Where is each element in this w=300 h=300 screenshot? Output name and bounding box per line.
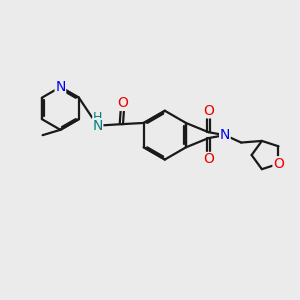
Text: N: N (55, 80, 66, 94)
Text: O: O (273, 157, 284, 171)
Text: O: O (203, 104, 214, 118)
Text: N: N (92, 119, 103, 133)
Text: H: H (93, 111, 102, 124)
Text: O: O (203, 152, 214, 167)
Text: O: O (117, 96, 128, 110)
Text: N: N (220, 128, 230, 142)
